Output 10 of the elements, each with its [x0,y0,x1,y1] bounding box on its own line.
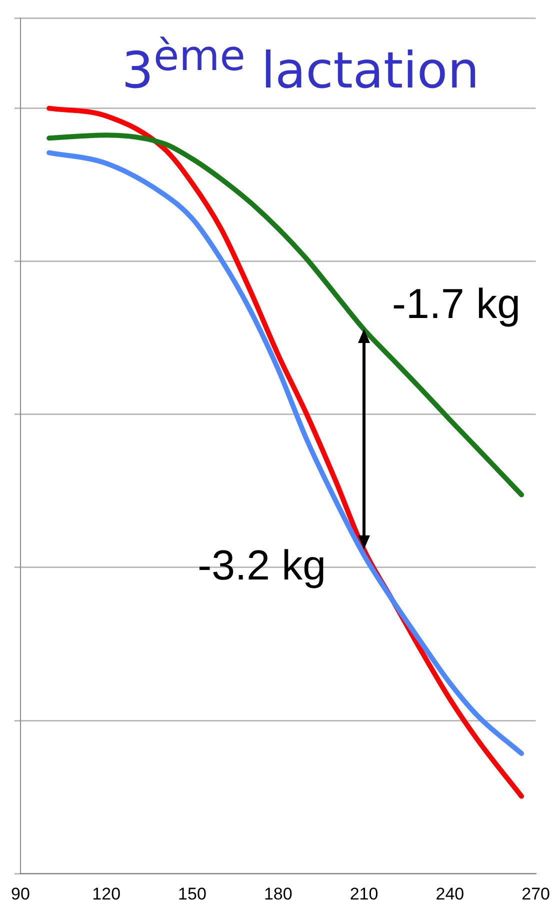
chart-title: 3$^{ème}$ lactation [120,30,480,101]
x-tick-label: 210 [350,884,378,904]
x-tick-label: 90 [10,884,30,904]
annotation: -1.7 kg [392,280,520,328]
annotation: -3.2 kg [198,541,326,588]
x-tick-label: 120 [92,884,121,904]
x-tick-label: 270 [522,884,550,904]
x-tick-label: 240 [436,884,464,904]
x-tick-label: 180 [264,884,292,904]
x-tick-label: 150 [178,884,206,904]
